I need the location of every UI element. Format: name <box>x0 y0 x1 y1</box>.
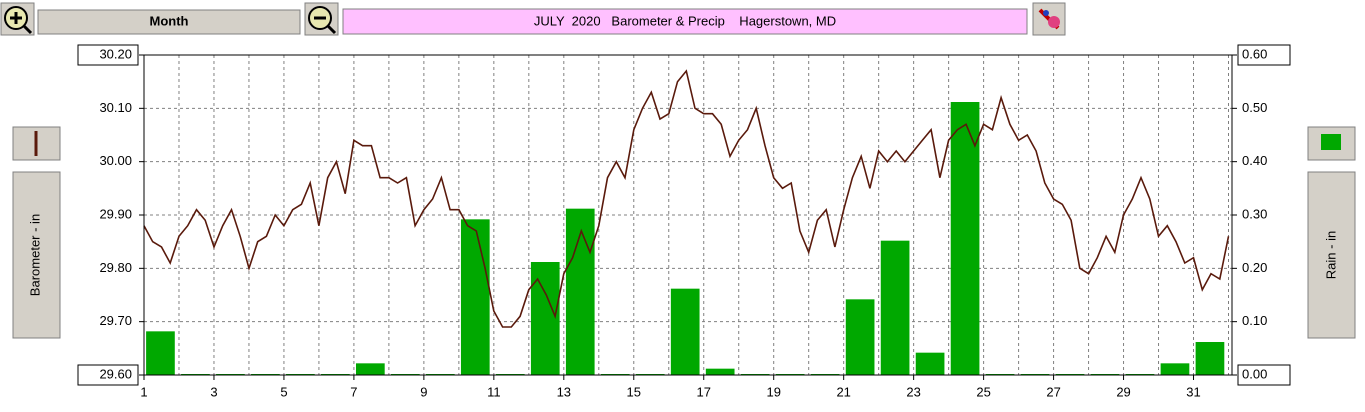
y-axis-label: Barometer - in <box>27 214 42 296</box>
bar <box>1160 363 1190 375</box>
x-tick-label: 3 <box>210 384 217 399</box>
bar <box>880 240 910 375</box>
x-tick-label: 27 <box>1046 384 1060 399</box>
bar <box>146 331 175 375</box>
x-tick-label: 1 <box>140 384 147 399</box>
x-tick-label: 9 <box>420 384 427 399</box>
title-box <box>342 8 1028 35</box>
bar <box>950 102 980 375</box>
x-tick-label: 7 <box>350 384 357 399</box>
y2-tick-box <box>1237 44 1291 66</box>
x-tick-label: 29 <box>1116 384 1130 399</box>
y2-tick-label: 0.60 <box>1242 46 1267 61</box>
y-tick-label: 30.10 <box>99 100 132 115</box>
y-tick-label: 29.80 <box>99 260 132 275</box>
y-tick-box <box>77 364 139 386</box>
x-tick-label: 19 <box>766 384 780 399</box>
y-tick-label: 29.90 <box>99 206 132 221</box>
x-tick-label: 17 <box>697 384 711 399</box>
y-tick-label: 30.00 <box>99 153 132 168</box>
range-button[interactable]: Month <box>37 9 301 35</box>
y2-tick-box <box>1237 364 1291 386</box>
bar <box>356 363 385 375</box>
chart-title: JULY 2020 Barometer & Precip Hagerstown,… <box>534 13 836 28</box>
y-tick-label: 29.60 <box>99 366 132 381</box>
bar <box>1195 342 1225 375</box>
settings-button[interactable] <box>1032 2 1066 36</box>
x-tick-label: 5 <box>280 384 287 399</box>
x-tick-label: 15 <box>627 384 641 399</box>
x-tick-label: 25 <box>976 384 990 399</box>
zoom-in-button[interactable] <box>0 2 35 36</box>
plot: 29.6029.7029.8029.9030.0030.1030.200.000… <box>77 44 1291 399</box>
bar <box>705 368 735 375</box>
bar <box>915 352 945 375</box>
bar <box>670 288 700 375</box>
range-button-label: Month <box>150 13 189 28</box>
y2-tick-label: 0.20 <box>1242 260 1267 275</box>
y2-tick-label: 0.00 <box>1242 366 1267 381</box>
y-axis-label-button[interactable]: Barometer - in <box>12 171 61 339</box>
y2-axis-label: Rain - in <box>1323 231 1338 279</box>
x-tick-label: 31 <box>1186 384 1200 399</box>
bar <box>460 219 490 375</box>
bar-legend-button[interactable] <box>1307 126 1356 161</box>
y2-tick-label: 0.10 <box>1242 313 1267 328</box>
y2-tick-label: 0.40 <box>1242 153 1267 168</box>
x-tick-label: 13 <box>557 384 571 399</box>
y-tick-box <box>77 44 139 66</box>
zoom-out-button[interactable] <box>304 2 339 36</box>
bar <box>845 299 875 375</box>
legend-bar-swatch <box>1321 134 1341 150</box>
x-tick-label: 11 <box>487 384 501 399</box>
y2-axis-label-button[interactable]: Rain - in <box>1307 171 1356 339</box>
x-tick-label: 23 <box>906 384 920 399</box>
y2-tick-label: 0.30 <box>1242 206 1267 221</box>
barometer-line <box>143 69 1230 328</box>
plot-frame <box>143 54 1233 376</box>
y2-tick-label: 0.50 <box>1242 100 1267 115</box>
line-legend-button[interactable] <box>12 126 61 161</box>
y-tick-label: 30.20 <box>99 46 132 61</box>
y-tick-label: 29.70 <box>99 313 132 328</box>
x-tick-label: 21 <box>836 384 850 399</box>
